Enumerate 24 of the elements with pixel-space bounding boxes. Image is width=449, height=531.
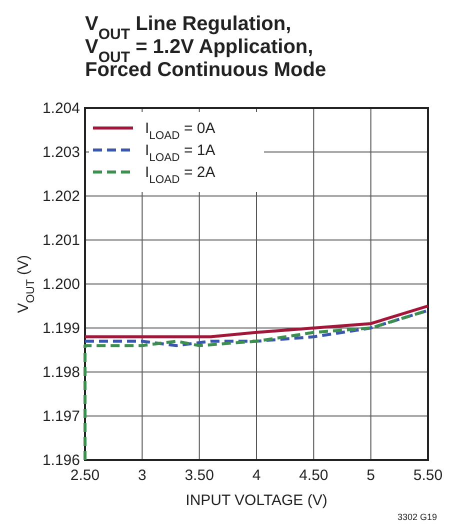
chart-title: V$_{OUT}$ Line Regulation, V$_{OUT}$ = 1.2V Application, Forced Continuous Mode: [85, 13, 326, 81]
line-series: [84, 304, 430, 338]
legend-label: I$_{LOAD}$ = 0A: [145, 120, 216, 142]
y-tick-label: 1.201: [42, 232, 80, 249]
y-tick-label: 1.200: [42, 276, 80, 293]
line-series: [84, 308, 430, 348]
y-tick-label: 1.204: [42, 100, 80, 117]
text: 3302 G19: [397, 512, 437, 522]
y-tick-label: 1.199: [42, 320, 80, 337]
y-tick-label: 1.196: [42, 452, 80, 469]
x-tick-label: 4: [252, 467, 261, 484]
x-tick-label: 3.50: [184, 467, 214, 484]
x-tick-label: 5: [366, 467, 376, 484]
y-tick-label: 1.197: [42, 408, 80, 425]
x-tick-label: 4.50: [299, 467, 328, 484]
y-tick-label: 1.203: [42, 144, 80, 161]
legend-label: I$_{LOAD}$ = 2A: [145, 164, 216, 186]
y-tick-label: 1.202: [42, 188, 80, 205]
x-axis-title: INPUT VOLTAGE (V): [186, 492, 328, 509]
x-tick-label: 5.50: [413, 467, 443, 484]
x-tick-label: 2.50: [70, 467, 100, 484]
y-tick-label: 1.198: [42, 364, 80, 381]
legend-label: I$_{LOAD}$ = 1A: [145, 142, 216, 164]
x-tick-label: 3: [138, 467, 146, 484]
